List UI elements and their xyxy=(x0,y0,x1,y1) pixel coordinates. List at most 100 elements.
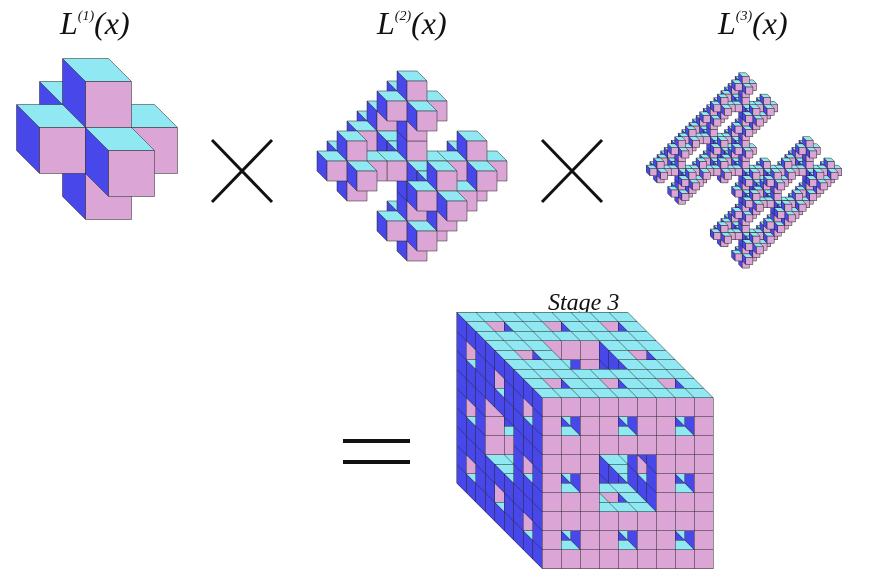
cube-front xyxy=(40,128,86,174)
label-1: L(1)(x) xyxy=(59,5,130,41)
cube-front xyxy=(407,141,427,161)
cube-front xyxy=(774,172,781,179)
cube-front xyxy=(682,194,689,201)
cube-front xyxy=(753,172,760,179)
cube-front xyxy=(694,550,713,569)
cube-front xyxy=(561,341,580,360)
cube-front xyxy=(387,161,407,181)
cube-front xyxy=(387,221,407,241)
cube-front xyxy=(714,119,721,126)
cube-front xyxy=(417,191,437,211)
cube-front xyxy=(542,417,561,436)
cube-front xyxy=(799,147,806,154)
cube-front xyxy=(742,162,749,169)
cube-front xyxy=(694,436,713,455)
cube-front xyxy=(756,204,763,211)
cube-front xyxy=(753,236,760,243)
cube-front xyxy=(694,531,713,550)
cube-front xyxy=(542,455,561,474)
cube-front xyxy=(580,531,599,550)
cube-front xyxy=(735,233,742,240)
equals-sign xyxy=(343,441,410,462)
cube-front xyxy=(580,512,599,531)
cube-front xyxy=(675,550,694,569)
cube-front xyxy=(650,169,657,176)
cube-front xyxy=(694,474,713,493)
cube-front xyxy=(682,179,689,186)
cube-front xyxy=(785,204,792,211)
cube-front xyxy=(742,225,749,232)
label-base: L xyxy=(376,5,395,41)
cube-front xyxy=(756,247,763,254)
cube-front xyxy=(542,493,561,512)
cube-front xyxy=(703,115,710,122)
cube-front xyxy=(656,550,675,569)
label-2: L(2)(x) xyxy=(376,5,447,41)
cube-front xyxy=(721,98,728,105)
label-arg: (x) xyxy=(411,5,447,41)
cube-front xyxy=(746,201,753,208)
cube-front xyxy=(437,171,457,191)
cube-front xyxy=(788,215,795,222)
cube-front xyxy=(703,172,710,179)
label-3: L(3)(x) xyxy=(717,5,788,41)
cube-front xyxy=(109,151,155,197)
cube-front xyxy=(795,194,802,201)
cube-front xyxy=(767,222,774,229)
cube-front xyxy=(671,147,678,154)
cube-front xyxy=(746,243,753,250)
cube-front xyxy=(599,531,618,550)
cube-front xyxy=(724,236,731,243)
cube-front xyxy=(599,398,618,417)
cube-front xyxy=(580,341,599,360)
cube-front xyxy=(721,225,728,232)
cube-front xyxy=(767,201,774,208)
cube-front xyxy=(778,225,785,232)
cube-front xyxy=(561,493,580,512)
cube-front xyxy=(806,140,813,147)
cube-front xyxy=(788,172,795,179)
cube-front xyxy=(678,140,685,147)
label-arg: (x) xyxy=(94,5,130,41)
cube-front xyxy=(542,550,561,569)
cube-front xyxy=(675,436,694,455)
cube-front xyxy=(656,455,675,474)
cube-front xyxy=(689,130,696,137)
cube-front xyxy=(724,108,731,115)
cube-front xyxy=(580,436,599,455)
cube-front xyxy=(347,141,367,161)
cube-front xyxy=(693,140,700,147)
cube-front xyxy=(799,169,806,176)
cube-front xyxy=(810,194,817,201)
cube-front xyxy=(671,169,678,176)
cube-front xyxy=(675,493,694,512)
cube-front xyxy=(735,169,742,176)
cube-front xyxy=(599,550,618,569)
cube-front xyxy=(447,201,467,221)
cube-front xyxy=(735,254,742,261)
cube-front xyxy=(580,493,599,512)
cube-front xyxy=(618,512,637,531)
cube-front xyxy=(703,137,710,144)
cube-front xyxy=(689,172,696,179)
shape-stage-3 xyxy=(457,312,714,569)
cube-front xyxy=(637,398,656,417)
cube-front xyxy=(637,512,656,531)
cube-front xyxy=(656,531,675,550)
cube-front xyxy=(710,130,717,137)
cube-front xyxy=(656,512,675,531)
cube-front xyxy=(542,474,561,493)
cube-front xyxy=(542,398,561,417)
cube-front xyxy=(467,141,487,161)
cube-front xyxy=(806,162,813,169)
cube-front xyxy=(618,436,637,455)
times-sign xyxy=(212,140,272,202)
cube-front xyxy=(637,550,656,569)
cube-front xyxy=(599,436,618,455)
cube-front xyxy=(764,162,771,169)
shape-level-3 xyxy=(646,73,841,268)
cube-front xyxy=(485,417,504,436)
cube-front xyxy=(746,130,753,137)
cube-front xyxy=(618,398,637,417)
cube-front xyxy=(86,82,132,128)
